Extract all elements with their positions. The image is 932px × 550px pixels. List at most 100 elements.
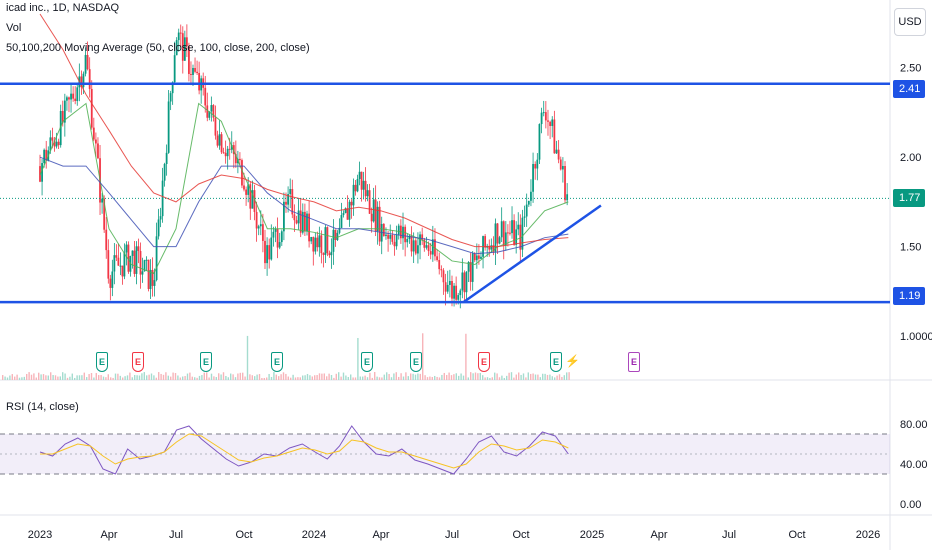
earnings-marker[interactable]: E [132,352,144,372]
candle-body [204,87,207,106]
volume-bar [532,373,534,380]
candle-body [463,272,466,293]
volume-bar [568,372,570,380]
volume-bar [206,372,208,380]
volume-bar [513,377,515,380]
time-tick-label: Apr [650,529,667,541]
candle-body [276,228,279,248]
volume-bar [266,377,268,380]
volume-bar [4,376,6,380]
volume-bar [369,372,371,380]
ma-legend[interactable]: 50,100,200 Moving Average (50, close, 10… [6,42,310,54]
volume-bar [498,377,501,380]
volume-bar [11,374,13,380]
candle-body [228,148,231,150]
candle-body [344,208,347,213]
candle-body [336,232,339,240]
candle-body [427,245,430,252]
candle-body [538,124,541,160]
volume-bar [258,374,261,380]
candle-body [153,280,156,286]
candle-body [220,134,223,153]
candle-body [41,163,43,182]
candle-body [316,237,319,248]
earnings-marker[interactable]: E [361,352,373,372]
candle-body [143,260,146,272]
candle-body [544,112,547,121]
volume-bar [155,377,157,380]
candle-body [192,67,194,75]
volume-bar [282,372,285,380]
symbol-legend[interactable]: icad inc., 1D, NASDAQ [6,2,120,14]
candle-body [393,241,396,247]
earnings-marker[interactable]: E [550,352,562,372]
volume-bar [93,377,95,380]
volume-bar [534,374,537,380]
candle-body [310,236,313,242]
volume-bar [47,375,49,380]
earnings-marker[interactable]: E [96,352,108,372]
candle-body [492,245,495,252]
candle-body [115,255,118,258]
volume-bar [227,377,229,380]
candle-body [43,149,46,164]
candle-body [149,269,152,289]
candle-body [358,171,361,179]
volume-bar [122,377,124,380]
volume-bar [95,373,97,380]
volume-bar [88,374,90,380]
volume-bar [215,377,217,380]
volume-bar [198,375,201,380]
volume-bar [477,373,479,380]
volume-bar [484,377,486,380]
candle-body [532,163,534,192]
currency-button[interactable]: USD [894,8,926,36]
candle-body [147,259,150,289]
dividend-bolt-icon[interactable]: ⚡ [565,354,580,368]
trendline [462,204,602,304]
candle-body [287,194,289,205]
earnings-marker[interactable]: E [410,352,422,372]
candle-body [241,160,243,186]
candle-body [553,119,556,154]
candle-body [308,213,310,242]
earnings-marker[interactable]: E [478,352,490,372]
volume-bar [455,373,457,380]
volume-bar [326,376,328,380]
volume-bar [263,377,265,380]
candle-body [289,189,292,195]
candle-body [448,281,451,285]
volume-bar [506,375,508,380]
volume-bar [537,374,539,380]
candle-body [360,171,363,190]
volume-bar [254,376,256,380]
candle-body [414,240,417,254]
rsi-legend[interactable]: RSI (14, close) [6,401,79,413]
volume-bar [491,377,493,380]
time-tick-label: Oct [235,529,252,541]
volume-bar [35,377,37,380]
future-earnings-marker[interactable]: E [628,352,640,372]
volume-bar [110,377,112,380]
candle-body [224,152,227,157]
candle-body [509,232,511,234]
volume-legend[interactable]: Vol [6,22,22,34]
candle-body [549,121,552,126]
candle-body [66,97,68,101]
candle-body [177,32,180,41]
volume-bar [328,373,330,380]
time-tick-label: Apr [100,529,117,541]
earnings-marker[interactable]: E [271,352,283,372]
resistance-price-tag: 2.41 [893,80,925,98]
volume-bar [508,372,510,380]
volume-bar [299,377,301,380]
candle-body [566,194,569,201]
candle-body [410,235,413,252]
rsi-tick-label: 80.00 [900,419,928,431]
volume-bar [342,372,345,380]
candle-body [169,93,172,102]
volume-bar [62,372,64,380]
earnings-marker[interactable]: E [200,352,212,372]
candle-body [68,97,70,100]
